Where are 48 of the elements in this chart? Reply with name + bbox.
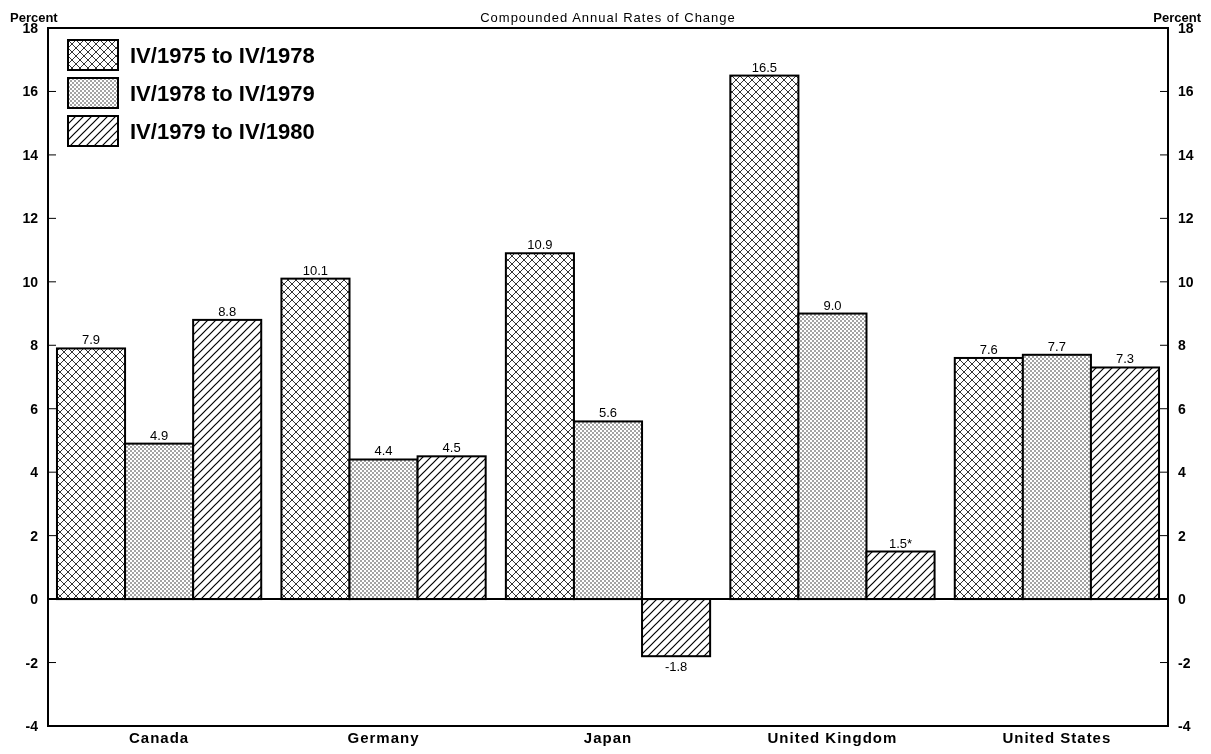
data-label: 7.9: [81, 332, 101, 348]
data-label: 10.9: [527, 237, 553, 253]
y2-axis-title: Percent: [1153, 10, 1202, 25]
y-tick-label: 0: [30, 591, 39, 608]
y-tick-label: 12: [22, 210, 39, 227]
data-label: 1.5*: [888, 535, 913, 551]
y-axis-title: Percent: [10, 10, 59, 25]
y-tick-label: 8: [30, 337, 39, 354]
legend-label: IV/1979 to IV/1980: [130, 119, 315, 144]
legend-label: IV/1978 to IV/1979: [130, 81, 315, 106]
y2-tick-label: 6: [1178, 400, 1186, 417]
x-tick-label: Japan: [583, 729, 633, 746]
chart-title: Compounded Annual Rates of Change: [480, 10, 736, 25]
y-tick-label: 10: [22, 273, 39, 290]
data-label: -1.8: [664, 659, 688, 675]
y2-tick-label: -2: [1178, 654, 1191, 671]
data-label: 7.7: [1047, 338, 1066, 354]
y-tick-label: 16: [22, 83, 39, 100]
data-label: 9.0: [823, 297, 842, 313]
data-label: 7.3: [1115, 351, 1135, 367]
y-tick-label: 4: [30, 464, 39, 481]
x-tick-label: Germany: [347, 729, 420, 746]
y2-tick-label: 14: [1178, 146, 1194, 163]
y2-tick-label: 8: [1178, 337, 1186, 354]
legend-label: IV/1975 to IV/1978: [130, 43, 315, 68]
data-label: 4.5: [442, 440, 461, 456]
y2-tick-label: 4: [1178, 464, 1186, 481]
y-tick-label: 14: [22, 146, 39, 163]
y2-tick-label: -4: [1178, 718, 1191, 734]
x-tick-label: United Kingdom: [767, 729, 898, 746]
data-label: 10.1: [302, 262, 329, 278]
data-label: 8.8: [218, 303, 237, 319]
y-tick-label: 2: [30, 527, 39, 544]
data-label: 4.9: [150, 427, 169, 443]
y2-tick-label: 16: [1178, 83, 1194, 100]
data-label: 5.6: [598, 405, 618, 421]
x-tick-label: Canada: [129, 729, 190, 746]
y-tick-label: -4: [25, 718, 39, 734]
data-label: 16.5: [751, 59, 778, 75]
y2-tick-label: 2: [1178, 527, 1186, 544]
y2-tick-label: 10: [1178, 273, 1194, 290]
x-tick-label: United States: [1002, 729, 1112, 746]
y2-tick-label: 0: [1178, 591, 1186, 608]
y-tick-label: -2: [25, 654, 39, 671]
data-label: 4.4: [374, 443, 393, 459]
y-tick-label: 6: [30, 400, 39, 417]
data-label: 7.6: [979, 341, 998, 357]
y2-tick-label: 12: [1178, 210, 1194, 227]
